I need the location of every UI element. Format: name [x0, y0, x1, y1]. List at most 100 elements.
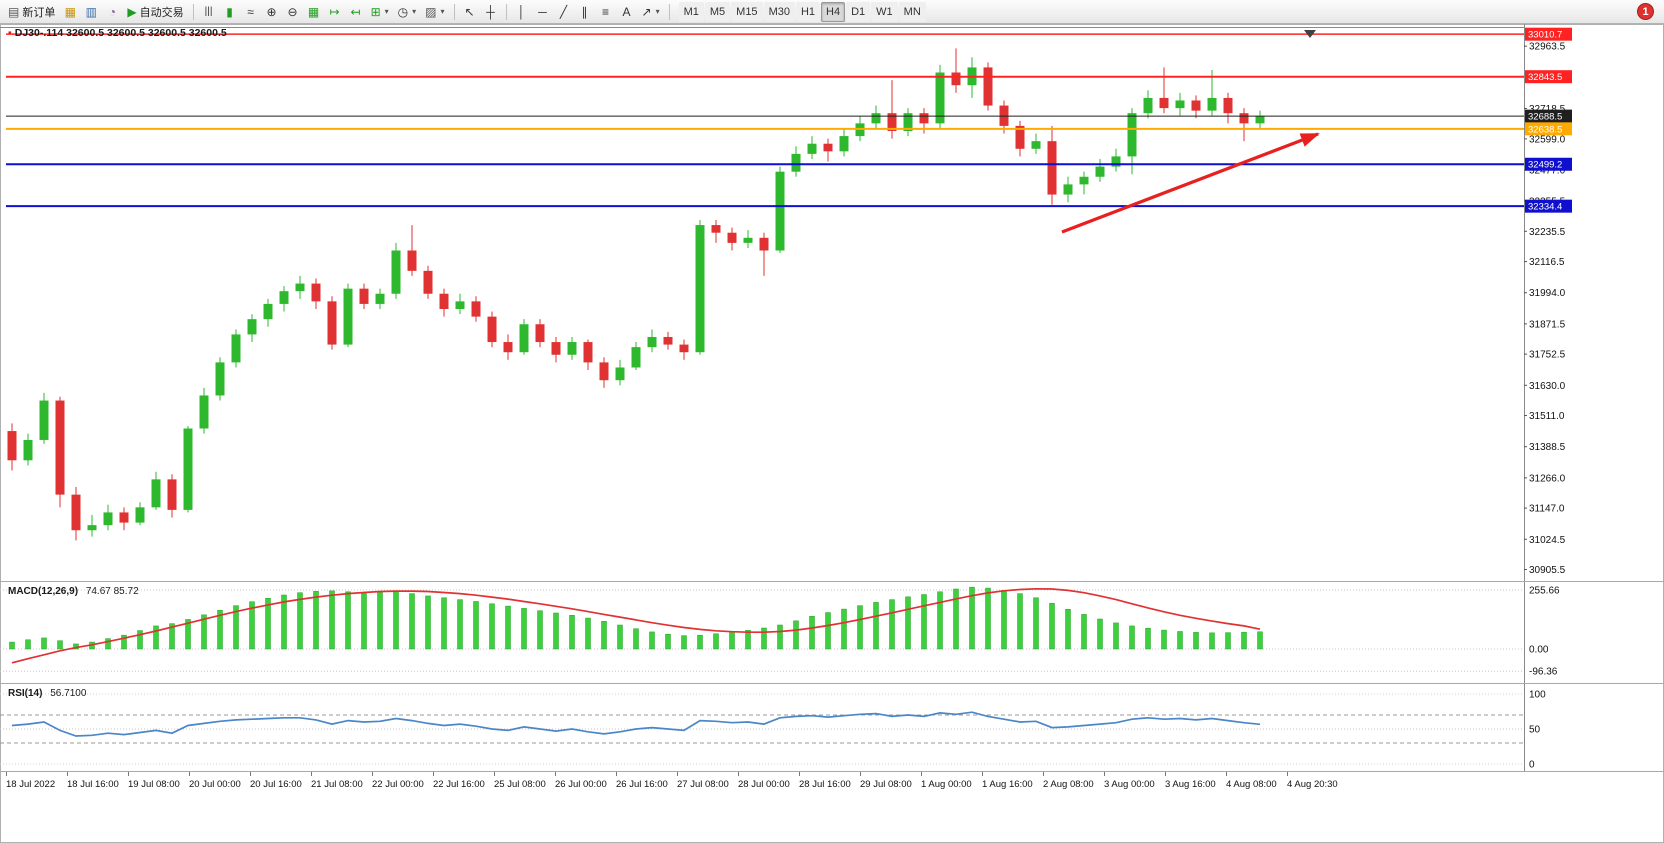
zoom-out-button[interactable]: ⊖: [283, 2, 303, 22]
time-axis-label: 1 Aug 00:00: [921, 779, 972, 790]
periods-button[interactable]: ◷ ▾: [394, 2, 421, 22]
vertical-line-button[interactable]: │: [512, 2, 532, 22]
rsi-panel-label: RSI(14) 56.7100: [8, 688, 86, 699]
timeframe-button-mn[interactable]: MN: [898, 1, 926, 22]
market-watch-button[interactable]: ▥: [81, 2, 101, 22]
autotrading-play-icon: ▶: [127, 4, 137, 19]
navigator-icon: ◔: [108, 4, 116, 19]
time-axis-label: 28 Jul 00:00: [738, 779, 790, 790]
dropdown-arrow-icon: ▾: [440, 7, 445, 16]
svg-text:32334.4: 32334.4: [1528, 202, 1562, 213]
chart-shift-button[interactable]: ↤: [346, 2, 366, 22]
zoom-in-button[interactable]: ⊕: [262, 2, 282, 22]
dropdown-arrow-icon: ▾: [655, 7, 660, 16]
svg-text:0.00: 0.00: [1529, 645, 1549, 656]
text-tool-button[interactable]: A: [617, 2, 637, 22]
svg-text:31511.0: 31511.0: [1529, 411, 1565, 422]
chart-quotes: 32600.5 32600.5 32600.5 32600.5: [66, 27, 227, 39]
price-chart[interactable]: 32963.532718.532599.032477.032355.532235…: [0, 24, 1664, 843]
arrow-tool-icon: ↗: [641, 4, 652, 19]
auto-scroll-button[interactable]: ↦: [325, 2, 345, 22]
market-watch-icon: ▥: [85, 4, 98, 19]
time-axis-label: 2 Aug 08:00: [1043, 779, 1094, 790]
chart-region: 32963.532718.532599.032477.032355.532235…: [0, 24, 1664, 843]
indicators-button[interactable]: ⊞ ▾: [367, 2, 393, 22]
autotrading-button[interactable]: ▶ 自动交易: [123, 2, 187, 22]
timeframe-button-w1[interactable]: W1: [871, 1, 898, 22]
svg-text:31871.5: 31871.5: [1529, 319, 1566, 330]
templates-button[interactable]: ▨ ▾: [421, 2, 448, 22]
tile-windows-button[interactable]: ▦: [304, 2, 324, 22]
time-axis-label: 18 Jul 2022: [6, 779, 55, 790]
chart-window-icon: ▦: [64, 4, 77, 19]
time-axis-label: 1 Aug 16:00: [982, 779, 1033, 790]
arrows-tool-button[interactable]: ↗ ▾: [638, 2, 664, 22]
time-axis-label: 19 Jul 08:00: [128, 779, 180, 790]
timeframe-button-m1[interactable]: M1: [678, 1, 704, 22]
rsi-name: RSI(14): [8, 688, 43, 699]
svg-text:255.66: 255.66: [1529, 585, 1560, 596]
dropdown-arrow-icon: ▾: [384, 7, 389, 16]
new-order-button[interactable]: ▤ 新订单: [4, 2, 59, 22]
autotrading-label: 自动交易: [139, 6, 184, 19]
toolbar-separator: [192, 3, 194, 20]
rsi-indicator: 100 50 0: [0, 690, 1546, 771]
chart-shift-marker-icon[interactable]: [1304, 30, 1316, 38]
svg-text:32599.0: 32599.0: [1529, 134, 1566, 145]
chart-symbol: DJ30-.114: [14, 27, 64, 39]
trend-arrow-annotation[interactable]: [1061, 127, 1322, 234]
svg-text:32235.5: 32235.5: [1529, 227, 1566, 238]
timeframe-button-m30[interactable]: M30: [763, 1, 795, 22]
charts-button[interactable]: ▦: [60, 2, 80, 22]
cursor-button[interactable]: ↖: [460, 2, 480, 22]
timeframe-button-m15[interactable]: M15: [731, 1, 763, 22]
price-axis[interactable]: 32963.532718.532599.032477.032355.532235…: [1524, 42, 1566, 576]
timeframe-button-m5[interactable]: M5: [704, 1, 731, 22]
svg-text:31266.0: 31266.0: [1529, 473, 1566, 484]
svg-text:31994.0: 31994.0: [1529, 288, 1566, 299]
chart-shift-icon: ↤: [350, 4, 361, 19]
time-axis-label: 18 Jul 16:00: [67, 779, 119, 790]
crosshair-button[interactable]: ┼: [481, 2, 501, 22]
horizontal-line-button[interactable]: ─: [533, 2, 553, 22]
svg-text:100: 100: [1529, 690, 1546, 701]
dropdown-arrow-icon: ▾: [412, 7, 417, 16]
time-axis-label: 22 Jul 00:00: [372, 779, 424, 790]
svg-text:31388.5: 31388.5: [1529, 442, 1566, 453]
zoom-in-icon: ⊕: [266, 4, 277, 19]
line-chart-icon: ≈: [247, 4, 254, 19]
toolbar-separator: [453, 3, 455, 20]
notification-badge[interactable]: 1: [1637, 3, 1654, 20]
svg-text:32963.5: 32963.5: [1529, 42, 1566, 53]
toolbar-separator: [505, 3, 507, 20]
candlestick-icon: ▮: [226, 4, 233, 19]
svg-text:32688.5: 32688.5: [1528, 112, 1562, 123]
cursor-icon: ↖: [464, 4, 475, 19]
channel-button[interactable]: ∥: [575, 2, 595, 22]
crosshair-icon: ┼: [486, 4, 495, 19]
time-axis-label: 20 Jul 00:00: [189, 779, 241, 790]
macd-values: 74.67 85.72: [85, 586, 139, 597]
text-tool-icon: A: [622, 4, 631, 19]
time-axis-label: 21 Jul 08:00: [311, 779, 363, 790]
candlestick-chart-button[interactable]: ▮: [220, 2, 240, 22]
template-icon: ▨: [425, 4, 437, 19]
macd-panel-label: MACD(12,26,9) 74.67 85.72: [8, 586, 139, 597]
time-axis[interactable]: 18 Jul 2022 18 Jul 16:00 19 Jul 08:00 20 Ju…: [6, 772, 1338, 790]
svg-text:31024.5: 31024.5: [1529, 535, 1566, 546]
timeframe-button-h1[interactable]: H1: [795, 1, 821, 22]
timeframe-button-h4[interactable]: H4: [821, 1, 846, 22]
time-axis-label: 3 Aug 00:00: [1104, 779, 1155, 790]
time-axis-label: 25 Jul 08:00: [494, 779, 546, 790]
timeframe-button-d1[interactable]: D1: [846, 1, 871, 22]
macd-indicator: 255.66 0.00 -96.36: [0, 585, 1560, 678]
svg-text:33010.7: 33010.7: [1528, 30, 1562, 41]
bar-chart-button[interactable]: |||: [199, 2, 219, 22]
navigator-button[interactable]: ◔: [102, 2, 122, 22]
line-chart-button[interactable]: ≈: [241, 2, 261, 22]
rsi-value: 56.7100: [50, 688, 87, 699]
fibonacci-button[interactable]: ≡: [596, 2, 616, 22]
trendline-button[interactable]: ╱: [554, 2, 574, 22]
svg-text:32843.5: 32843.5: [1528, 72, 1562, 83]
